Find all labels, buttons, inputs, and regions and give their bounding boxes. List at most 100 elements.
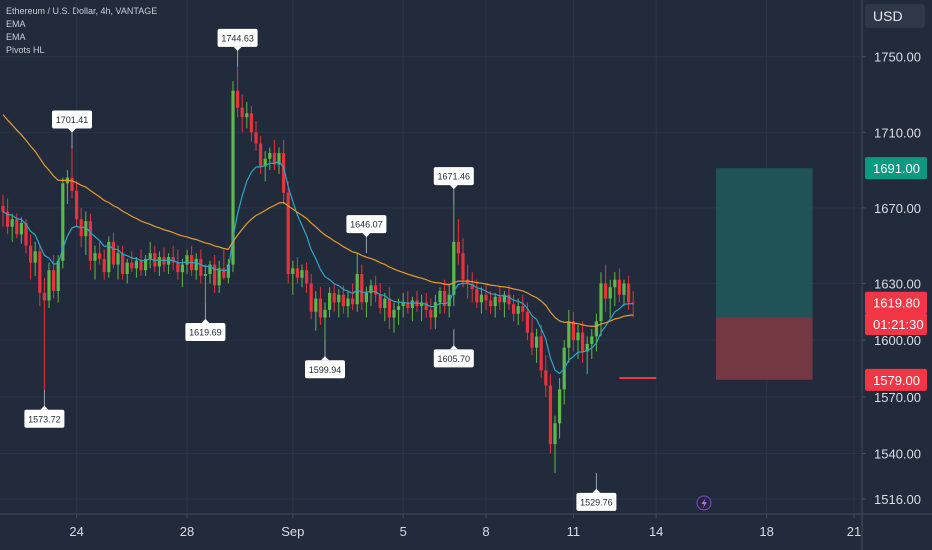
- candle-body: [581, 332, 585, 352]
- indicator-ema-slow[interactable]: EMA: [6, 32, 26, 42]
- candle-body: [125, 262, 129, 275]
- candle-body: [571, 321, 575, 341]
- symbol-title[interactable]: Ethereum / U.S. Dollar, 4h, VANTAGE: [6, 6, 158, 16]
- candle-body: [259, 143, 263, 167]
- candle-body: [387, 298, 391, 318]
- pivot-label-text: 1646.07: [350, 220, 383, 230]
- candle-body: [42, 292, 46, 301]
- candle-body: [479, 294, 483, 303]
- price-badge: [865, 368, 927, 391]
- candle-body: [548, 385, 552, 445]
- candle-body: [594, 321, 598, 337]
- candle-body: [300, 270, 304, 278]
- pivot-label-text: 1744.63: [221, 33, 254, 43]
- candle-body: [52, 270, 56, 292]
- lightning-icon-bolt: [701, 498, 707, 509]
- candle-body: [102, 258, 106, 273]
- candle-body: [383, 298, 387, 309]
- grid: [0, 0, 862, 514]
- candle-body: [167, 257, 171, 265]
- candle-body: [98, 253, 102, 259]
- candle-body: [314, 298, 318, 312]
- candle-body: [6, 211, 10, 227]
- candle-body: [130, 262, 134, 269]
- price-badge-label: 1619.80: [873, 296, 920, 311]
- candle-body: [213, 264, 217, 286]
- candle-body: [337, 294, 341, 303]
- candle-body: [171, 257, 175, 263]
- chart-legend: Ethereum / U.S. Dollar, 4h, VANTAGE EMA …: [6, 5, 157, 57]
- position-zones[interactable]: [716, 168, 813, 380]
- stop-zone[interactable]: [716, 317, 813, 380]
- pivot-label-text: 1701.41: [56, 115, 89, 125]
- pivot-label-pointer: [321, 356, 329, 361]
- x-tick-label: Sep: [281, 524, 304, 539]
- candle-body: [277, 153, 281, 165]
- candle-body: [443, 291, 447, 307]
- candle-body: [291, 268, 295, 275]
- lightning-icon: [696, 495, 712, 511]
- indicator-ema-fast[interactable]: EMA: [6, 19, 26, 29]
- candle-body: [24, 222, 28, 246]
- candle-body: [452, 241, 456, 295]
- candle-body: [604, 283, 608, 299]
- candle-body: [144, 258, 148, 271]
- candle-body: [622, 283, 626, 295]
- candle-body: [111, 241, 115, 265]
- pivot-label-pointer: [592, 488, 601, 493]
- y-tick-label: 1750.00: [874, 50, 921, 65]
- y-tick-label: 1516.00: [874, 492, 921, 507]
- candle-body: [263, 158, 267, 167]
- candle-body: [268, 153, 272, 159]
- candle-body: [75, 190, 79, 220]
- candle-body: [470, 283, 474, 290]
- candle-body: [438, 291, 442, 303]
- candle-body: [309, 283, 313, 312]
- candle-body: [351, 298, 355, 305]
- pivot-label-text: 1605.70: [438, 354, 471, 364]
- pivot-label-pointer: [449, 185, 458, 190]
- candle-body: [176, 262, 180, 273]
- indicator-pivots[interactable]: Pivots HL: [6, 45, 45, 55]
- candle-body: [180, 264, 184, 273]
- candle-body: [410, 300, 414, 309]
- candle-body: [208, 264, 212, 275]
- price-badge-label: 1579.00: [873, 373, 920, 388]
- pivot-label-box: [433, 167, 474, 186]
- candle-body: [38, 251, 42, 293]
- candle-body: [88, 221, 92, 261]
- ema-lines: [2, 114, 634, 375]
- candle-body: [525, 311, 529, 333]
- y-tick-label: 1570.00: [874, 390, 921, 405]
- candle-body: [608, 287, 612, 299]
- candle-body: [217, 268, 221, 286]
- candle-body: [433, 302, 437, 318]
- candle-body: [222, 268, 226, 278]
- x-tick-label: 18: [759, 524, 773, 539]
- candle-body: [553, 423, 557, 445]
- candle-body: [599, 283, 603, 322]
- candle-body: [576, 332, 580, 341]
- price-badge: [865, 313, 927, 336]
- pivot-label-box: [185, 322, 226, 341]
- candle-body: [282, 153, 286, 193]
- candle-body: [530, 332, 534, 348]
- candle-body: [374, 285, 378, 295]
- currency-selector[interactable]: USD: [865, 4, 925, 28]
- ema-slow-line: [2, 114, 634, 328]
- candle-body: [157, 257, 161, 267]
- x-tick-label: 14: [649, 524, 663, 539]
- candle-body: [323, 309, 327, 318]
- candle-body: [1, 205, 5, 212]
- candle-body: [456, 241, 460, 254]
- pivot-label-text: 1529.76: [580, 497, 613, 507]
- pivot-label-box: [433, 349, 474, 368]
- target-zone[interactable]: [716, 168, 813, 318]
- price-badge-label: 1691.00: [873, 161, 920, 176]
- candle-body: [369, 285, 373, 293]
- candle-body: [305, 270, 309, 284]
- pivot-label-box: [24, 409, 65, 428]
- candle-body: [447, 294, 451, 307]
